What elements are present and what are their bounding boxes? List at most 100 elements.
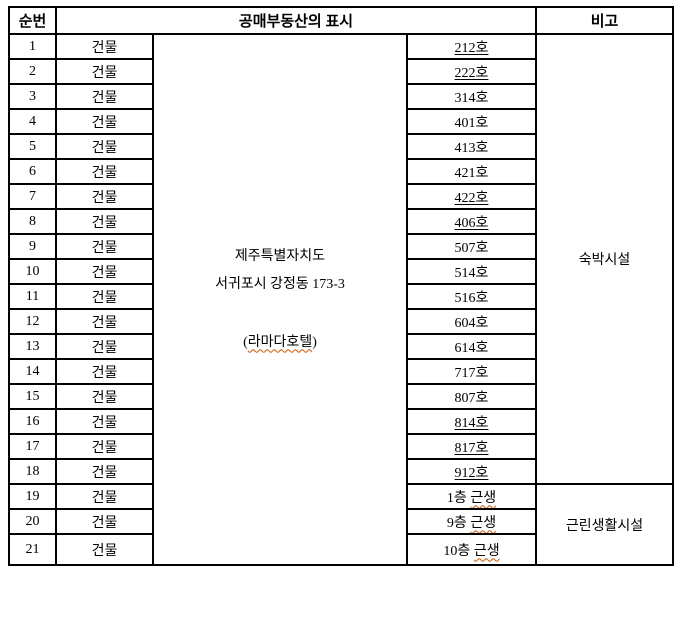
unit-label: 222호 xyxy=(454,65,489,81)
unit-cell: 807호 xyxy=(406,383,537,410)
unit-cell: 717호 xyxy=(406,358,537,385)
table-row: 14 건물 717호 xyxy=(8,358,673,385)
header-row: 순번 공매부동산의 표시 비고 xyxy=(8,6,674,35)
unit-cell: 1층 근생 xyxy=(406,483,537,510)
row-number: 21 xyxy=(8,533,57,566)
building-type-label: 건물 xyxy=(55,158,154,185)
unit-cell: 406호 xyxy=(406,208,537,235)
unit-cell: 514호 xyxy=(406,258,537,285)
building-type-label: 건물 xyxy=(55,333,154,360)
building-type-label: 건물 xyxy=(55,133,154,160)
unit-label: 912호 xyxy=(454,465,489,481)
header-remarks: 비고 xyxy=(535,6,674,35)
building-type-label: 건물 xyxy=(55,433,154,460)
unit-label: 421호 xyxy=(454,165,489,181)
row-number: 7 xyxy=(8,183,57,210)
building-type-label: 건물 xyxy=(55,108,154,135)
table-row: 2 건물 222호 xyxy=(8,58,673,85)
table-row: 11 건물 516호 xyxy=(8,283,673,310)
row-number: 3 xyxy=(8,83,57,110)
header-seq: 순번 xyxy=(8,6,57,35)
unit-label: 807호 xyxy=(454,390,489,406)
table-row: 4 건물 401호 xyxy=(8,108,673,135)
row-number: 10 xyxy=(8,258,57,285)
unit-label: 604호 xyxy=(454,315,489,331)
unit-label: 9층 xyxy=(446,515,471,531)
building-type-label: 건물 xyxy=(55,408,154,435)
building-type-label: 건물 xyxy=(55,508,154,535)
building-type-label: 건물 xyxy=(55,458,154,485)
building-type-label: 건물 xyxy=(55,283,154,310)
unit-cell: 507호 xyxy=(406,233,537,260)
row-number: 15 xyxy=(8,383,57,410)
unit-label-wavy: 근생 xyxy=(473,543,500,559)
unit-label: 717호 xyxy=(454,365,489,381)
hotel-name: 라마다호텔 xyxy=(247,334,313,350)
row-number: 16 xyxy=(8,408,57,435)
unit-label: 401호 xyxy=(454,115,489,131)
building-type-label: 건물 xyxy=(55,208,154,235)
row-number: 5 xyxy=(8,133,57,160)
building-type-label: 건물 xyxy=(55,233,154,260)
unit-cell: 614호 xyxy=(406,333,537,360)
unit-label-wavy: 근생 xyxy=(470,490,497,506)
table-row: 1 건물 제주특별자치도 서귀포시 강정동 173-3 (라마다호텔) 212호 숙박시설 xyxy=(8,33,674,566)
building-type-label: 건물 xyxy=(55,258,154,285)
unit-label: 1층 xyxy=(446,490,471,506)
unit-label: 413호 xyxy=(454,140,489,156)
building-type-label: 건물 xyxy=(55,483,154,510)
auction-property-table: 순번 공매부동산의 표시 비고 1 건물 제주특별자치도 서귀포시 강정동 173-3… xyxy=(8,6,674,566)
unit-label: 507호 xyxy=(454,240,489,256)
unit-label-wavy: 근생 xyxy=(470,515,497,531)
unit-label: 422호 xyxy=(454,190,489,206)
unit-cell: 413호 xyxy=(406,133,537,160)
row-number: 13 xyxy=(8,333,57,360)
unit-cell: 817호 xyxy=(406,433,537,460)
building-type-label: 건물 xyxy=(55,58,154,85)
row-number: 9 xyxy=(8,233,57,260)
building-type-label: 건물 xyxy=(55,308,154,335)
property-address-cell: 제주특별자치도 서귀포시 강정동 173-3 (라마다호텔) xyxy=(152,33,408,566)
table-row: 17 건물 817호 xyxy=(8,433,673,460)
row-number: 6 xyxy=(8,158,57,185)
unit-label: 314호 xyxy=(454,90,489,106)
table-row: 12 건물 604호 xyxy=(8,308,673,335)
table-row: 9 건물 507호 xyxy=(8,233,673,260)
table-row: 6 건물 421호 xyxy=(8,158,673,185)
table-row: 13 건물 614호 xyxy=(8,333,673,360)
unit-cell: 401호 xyxy=(406,108,537,135)
unit-cell: 212호 xyxy=(406,33,537,60)
address-line-1: 제주특별자치도 xyxy=(234,248,326,264)
unit-label: 817호 xyxy=(454,440,489,456)
address-spacer xyxy=(155,299,405,329)
row-number: 19 xyxy=(8,483,57,510)
unit-cell: 814호 xyxy=(406,408,537,435)
header-property: 공매부동산의 표시 xyxy=(55,6,537,35)
unit-label: 814호 xyxy=(454,415,489,431)
row-number: 18 xyxy=(8,458,57,485)
unit-cell: 516호 xyxy=(406,283,537,310)
remarks-cell: 근린생활시설 xyxy=(535,483,674,566)
table-row: 8 건물 406호 xyxy=(8,208,673,235)
table-row: 15 건물 807호 xyxy=(8,383,673,410)
table-row: 7 건물 422호 xyxy=(8,183,673,210)
row-number: 20 xyxy=(8,508,57,535)
table-row: 5 건물 413호 xyxy=(8,133,673,160)
table-row: 16 건물 814호 xyxy=(8,408,673,435)
unit-cell: 314호 xyxy=(406,83,537,110)
row-number: 17 xyxy=(8,433,57,460)
row-number: 1 xyxy=(8,33,57,60)
row-number: 11 xyxy=(8,283,57,310)
building-type-label: 건물 xyxy=(55,533,154,566)
table-row: 19 건물 1층 근생 근린생활시설 xyxy=(8,483,674,566)
table-row: 20 건물 9층 근생 xyxy=(8,508,673,535)
row-number: 14 xyxy=(8,358,57,385)
unit-cell: 422호 xyxy=(406,183,537,210)
table-row: 18 건물 912호 xyxy=(8,458,673,485)
row-number: 12 xyxy=(8,308,57,335)
building-type-label: 건물 xyxy=(55,383,154,410)
remarks-cell: 숙박시설 xyxy=(535,33,674,485)
unit-cell: 10층 근생 xyxy=(406,533,537,566)
table-body: 1 건물 제주특별자치도 서귀포시 강정동 173-3 (라마다호텔) 212호 숙박시설 2… xyxy=(8,33,674,566)
building-name-label: (라마다호텔) xyxy=(243,334,317,350)
